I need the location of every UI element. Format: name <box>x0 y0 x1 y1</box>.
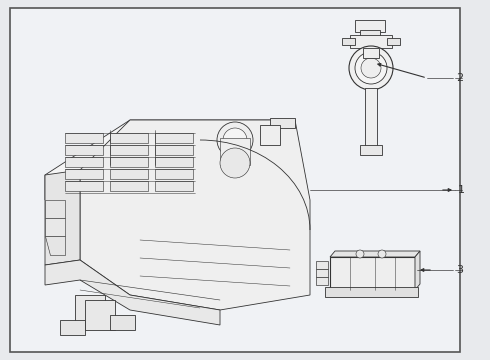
Circle shape <box>356 250 364 258</box>
Polygon shape <box>316 277 328 285</box>
Polygon shape <box>80 120 310 310</box>
Polygon shape <box>363 48 379 58</box>
Circle shape <box>217 122 253 158</box>
Polygon shape <box>60 320 85 335</box>
Polygon shape <box>155 133 193 143</box>
Circle shape <box>223 128 247 152</box>
Polygon shape <box>355 20 385 32</box>
Polygon shape <box>45 200 65 218</box>
Text: 3: 3 <box>456 265 463 275</box>
Polygon shape <box>155 169 193 179</box>
Polygon shape <box>415 251 420 290</box>
Polygon shape <box>325 287 418 297</box>
Polygon shape <box>110 145 148 155</box>
Circle shape <box>349 46 393 90</box>
Polygon shape <box>65 133 103 143</box>
Polygon shape <box>270 118 295 128</box>
Polygon shape <box>65 157 103 167</box>
Polygon shape <box>45 120 295 200</box>
Text: 1: 1 <box>458 185 465 195</box>
Polygon shape <box>155 145 193 155</box>
Polygon shape <box>316 261 328 269</box>
Polygon shape <box>45 170 80 265</box>
Polygon shape <box>342 38 355 45</box>
Polygon shape <box>45 236 65 255</box>
Polygon shape <box>387 38 400 45</box>
Polygon shape <box>350 35 392 48</box>
Polygon shape <box>316 269 328 277</box>
Circle shape <box>220 148 250 178</box>
Polygon shape <box>45 260 220 325</box>
Polygon shape <box>85 300 115 330</box>
Polygon shape <box>260 125 280 145</box>
Polygon shape <box>360 30 380 38</box>
Polygon shape <box>110 169 148 179</box>
Polygon shape <box>365 88 377 150</box>
Polygon shape <box>65 145 103 155</box>
Polygon shape <box>65 181 103 191</box>
Polygon shape <box>220 138 250 165</box>
FancyBboxPatch shape <box>10 8 460 352</box>
Polygon shape <box>155 181 193 191</box>
Polygon shape <box>155 157 193 167</box>
Circle shape <box>355 52 387 84</box>
Polygon shape <box>110 181 148 191</box>
Polygon shape <box>110 315 135 330</box>
Circle shape <box>361 58 381 78</box>
Polygon shape <box>45 218 65 236</box>
Polygon shape <box>330 257 415 290</box>
Polygon shape <box>75 295 105 325</box>
Circle shape <box>378 250 386 258</box>
Polygon shape <box>360 145 382 155</box>
Polygon shape <box>110 133 148 143</box>
Polygon shape <box>330 251 420 257</box>
Polygon shape <box>65 169 103 179</box>
Polygon shape <box>110 157 148 167</box>
Text: 2: 2 <box>456 73 463 83</box>
